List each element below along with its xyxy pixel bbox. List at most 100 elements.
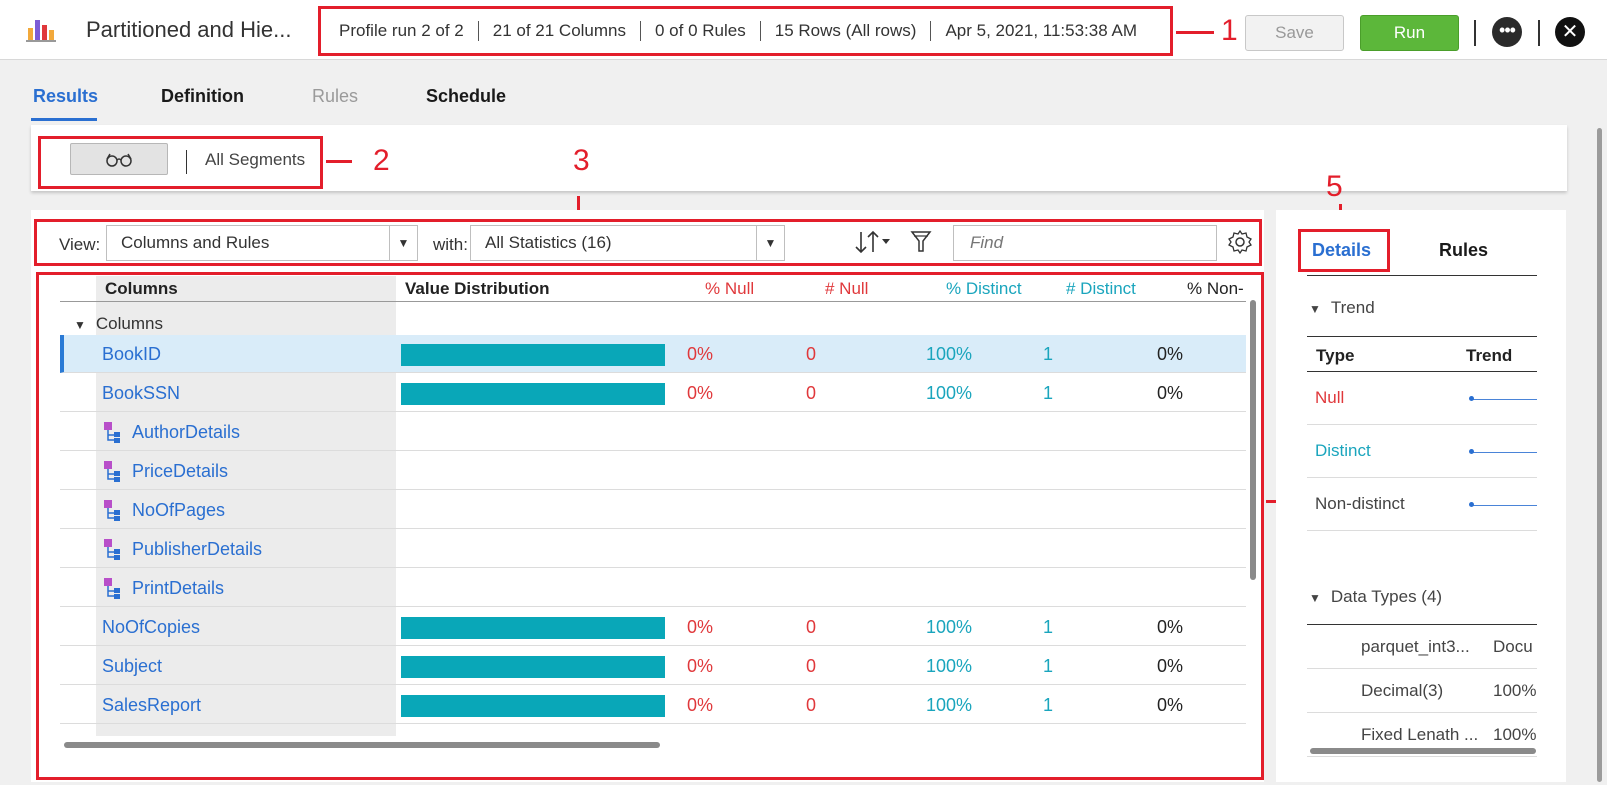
details-panel <box>1276 210 1566 782</box>
trend-sparkline <box>1471 452 1537 453</box>
pct-non-distinct-value: 0% <box>1157 383 1184 403</box>
trend-type-label: Non-distinct <box>1315 494 1405 513</box>
table-row[interactable]: SalesReport 0% 0 100% 1 0% <box>60 686 1246 724</box>
pct-null-value: 0% <box>687 617 714 637</box>
run-button[interactable]: Run <box>1360 15 1459 51</box>
callout-2: 2 <box>373 144 390 177</box>
columns-group-row[interactable]: ▼ Columns <box>74 314 163 334</box>
data-types-section-toggle[interactable]: ▼ Data Types (4) <box>1309 587 1442 607</box>
column-header-pct-null[interactable]: % Null <box>705 279 755 298</box>
table-horizontal-scrollbar[interactable] <box>64 742 660 748</box>
trend-sparkline <box>1471 505 1537 506</box>
tab-schedule[interactable]: Schedule <box>426 86 507 106</box>
tab-results[interactable]: Results <box>33 86 99 106</box>
tab-details[interactable]: Details <box>1312 240 1372 260</box>
num-null-value: 0 <box>806 617 817 637</box>
value-distribution-bar[interactable] <box>401 383 665 405</box>
data-type-row[interactable]: Fixed Lenath ... 100% <box>1307 713 1537 757</box>
pct-null-value: 0% <box>687 695 714 715</box>
caret-down-icon[interactable]: ▼ <box>1309 302 1321 316</box>
hierarchy-icon <box>104 578 120 599</box>
callout-3-box <box>34 219 1262 266</box>
header-divider <box>1474 20 1476 46</box>
trend-sparkline-point <box>1469 449 1474 454</box>
table-row[interactable]: PrintDetails <box>60 569 1246 607</box>
callout-5-box <box>1298 229 1390 272</box>
header-divider <box>1538 20 1540 46</box>
trend-row[interactable]: Null <box>1307 373 1537 425</box>
column-name-link[interactable]: PrintDetails <box>132 578 225 598</box>
column-name-link[interactable]: NoOfPages <box>132 500 226 520</box>
data-type-row[interactable]: parquet_int3... Docu <box>1307 625 1537 669</box>
save-button[interactable]: Save <box>1245 15 1344 51</box>
num-distinct-value: 1 <box>1043 344 1054 364</box>
table-row[interactable]: NoOfCopies 0% 0 100% 1 0% <box>60 608 1246 646</box>
glasses-icon[interactable] <box>70 143 168 175</box>
table-row[interactable]: BookSSN 0% 0 100% 1 0% <box>60 374 1246 412</box>
column-name-link[interactable]: PriceDetails <box>132 461 229 481</box>
value-distribution-bar[interactable] <box>401 695 665 717</box>
pct-null-value: 0% <box>687 344 714 364</box>
table-vertical-scrollbar[interactable] <box>1250 300 1256 580</box>
column-name-link[interactable]: AuthorDetails <box>132 422 241 442</box>
data-type-name: Decimal(3) <box>1361 681 1444 700</box>
column-name-link[interactable]: BookID <box>102 344 162 364</box>
statistics-select[interactable]: All Statistics (16) ▼ <box>470 225 785 261</box>
table-row[interactable]: Subject 0% 0 100% 1 0% <box>60 647 1246 685</box>
column-name-link[interactable]: Subject <box>102 656 163 676</box>
chevron-down-icon[interactable]: ▼ <box>756 226 784 260</box>
page-vertical-scrollbar[interactable] <box>1597 128 1602 782</box>
hierarchy-icon <box>104 500 120 521</box>
table-row[interactable]: BookID 0% 0 100% 1 0% <box>60 335 1246 373</box>
caret-down-icon[interactable]: ▼ <box>74 318 86 332</box>
view-select[interactable]: Columns and Rules ▼ <box>106 225 418 261</box>
table-row[interactable]: NoOfPages <box>60 491 1246 529</box>
all-segments-link[interactable]: All Segments <box>205 150 306 169</box>
column-name-link[interactable]: PublisherDetails <box>132 539 263 559</box>
num-null-value: 0 <box>806 695 817 715</box>
pct-null-value: 0% <box>687 656 714 676</box>
column-name-link[interactable]: BookSSN <box>102 383 181 403</box>
column-header-pct-distinct[interactable]: % Distinct <box>946 279 1022 298</box>
value-distribution-bar[interactable] <box>401 617 665 639</box>
pct-distinct-value: 100% <box>926 383 973 403</box>
trend-section-toggle[interactable]: ▼ Trend <box>1309 298 1375 318</box>
column-name-link[interactable]: SalesReport <box>102 695 202 715</box>
column-header-num-distinct[interactable]: # Distinct <box>1066 279 1136 298</box>
caret-down-icon[interactable]: ▼ <box>1309 591 1321 605</box>
close-icon[interactable]: ✕ <box>1555 17 1585 47</box>
details-horizontal-scrollbar[interactable] <box>1310 748 1536 754</box>
pct-distinct-value: 100% <box>926 344 973 364</box>
tab-details-rules[interactable]: Rules <box>1439 240 1489 260</box>
callout-2-line <box>326 160 352 163</box>
table-row[interactable]: PublisherDetails <box>60 530 1246 568</box>
callout-4-box <box>36 272 1264 780</box>
column-name-link[interactable]: NoOfCopies <box>102 617 201 637</box>
trend-row[interactable]: Distinct <box>1307 426 1537 478</box>
run-number: Profile run 2 of 2 <box>339 21 464 40</box>
table-row[interactable]: AuthorDetails <box>60 413 1246 451</box>
tab-definition[interactable]: Definition <box>161 86 244 106</box>
value-distribution-bar[interactable] <box>401 656 665 678</box>
chevron-down-icon[interactable]: ▼ <box>389 226 417 260</box>
find-input[interactable] <box>953 225 1217 261</box>
view-label: View: <box>59 235 101 254</box>
column-header-pct-non-distinct[interactable]: % Non- <box>1187 279 1244 298</box>
settings-gear-icon[interactable] <box>1227 229 1253 255</box>
tab-rules[interactable]: Rules <box>312 86 359 106</box>
column-header-value-distribution[interactable]: Value Distribution <box>405 279 550 298</box>
pct-distinct-value: 100% <box>926 695 973 715</box>
filter-icon[interactable] <box>909 228 933 256</box>
hierarchy-icon <box>104 422 120 443</box>
table-row[interactable]: PriceDetails <box>60 452 1246 490</box>
more-icon[interactable]: ••• <box>1492 17 1522 47</box>
column-header-num-null[interactable]: # Null <box>825 279 869 298</box>
sort-icon[interactable] <box>853 228 893 256</box>
num-null-value: 0 <box>806 383 817 403</box>
data-type-value: 100% <box>1493 681 1537 700</box>
data-type-row[interactable]: Decimal(3) 100% <box>1307 669 1537 713</box>
trend-row[interactable]: Non-distinct <box>1307 479 1537 531</box>
column-header-columns[interactable]: Columns <box>105 279 178 298</box>
tab-results-indicator <box>31 118 97 121</box>
value-distribution-bar[interactable] <box>401 344 665 366</box>
